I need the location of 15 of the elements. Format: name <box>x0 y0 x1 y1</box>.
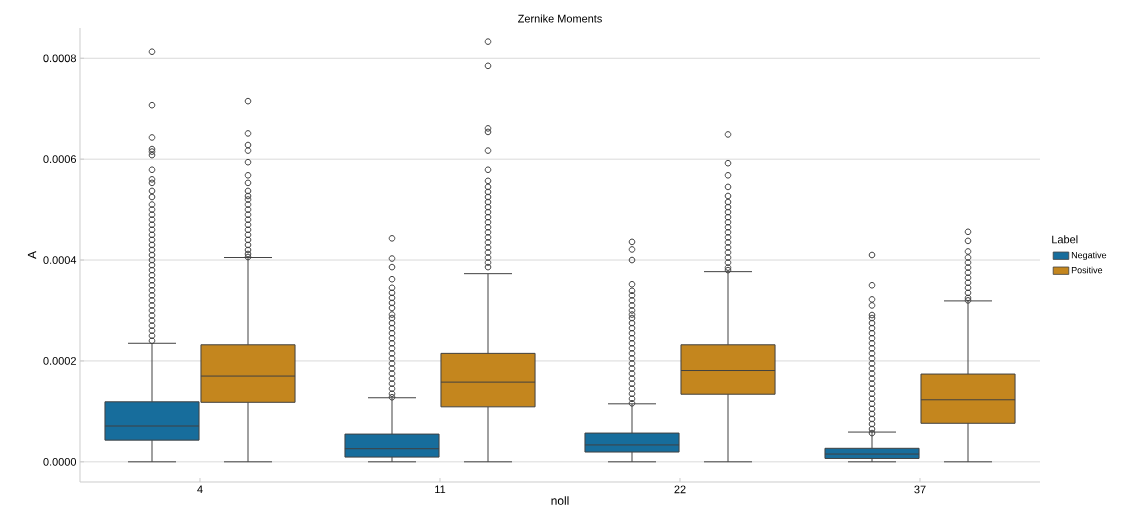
legend-label: Positive <box>1071 266 1103 274</box>
y-tick-label: 0.0002 <box>43 357 76 365</box>
legend-label: Negative <box>1071 251 1107 261</box>
x-tick-label: 11 <box>435 485 446 494</box>
legend-title: Label <box>1052 235 1078 244</box>
x-tick-label: 22 <box>674 485 686 494</box>
y-tick-label: 0.0006 <box>43 155 76 164</box>
y-axis-title: A <box>27 251 37 259</box>
x-tick-label: 37 <box>914 485 926 494</box>
chart-title: Zernike Moments <box>518 14 602 23</box>
x-axis-title: noll <box>551 496 569 505</box>
x-tick-label: 4 <box>197 485 203 494</box>
y-tick-label: 0.0008 <box>43 54 76 63</box>
y-tick-label: 0.0000 <box>43 457 77 466</box>
y-tick-label: 0.0004 <box>43 256 77 264</box>
